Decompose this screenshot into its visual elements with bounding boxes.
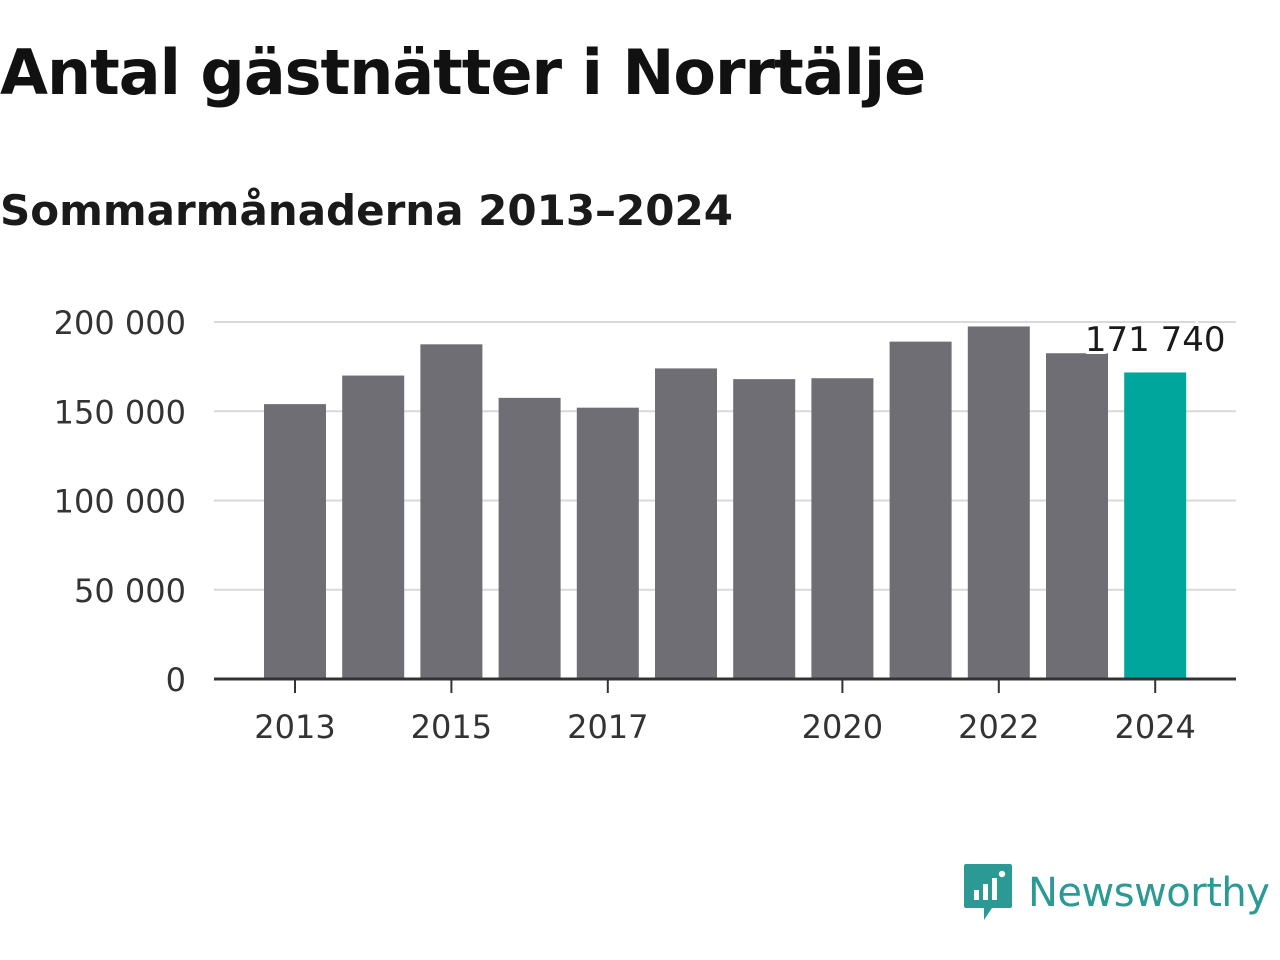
x-tick-label: 2024: [1114, 708, 1195, 746]
x-axis-ticks: 2013 2015 2017 2020 2022 2024: [254, 679, 1196, 746]
bar-2015: [420, 344, 483, 679]
annotations: 171 740: [1082, 317, 1229, 363]
value-annotation: 171 740: [1085, 320, 1226, 360]
bar-2023: [1046, 353, 1108, 679]
bar-2017: [576, 407, 639, 679]
y-tick-label: 0: [166, 661, 186, 699]
y-tick-label: 150 000: [54, 393, 186, 431]
bar-2019: [733, 379, 796, 679]
x-tick-label: 2022: [958, 708, 1039, 746]
newsworthy-logo-icon: [964, 864, 1012, 920]
y-tick-label: 200 000: [54, 304, 186, 342]
bars: [264, 326, 1187, 679]
brand-name: Newsworthy: [1028, 870, 1270, 916]
bar-2020: [811, 378, 874, 679]
bar-2013: [264, 404, 326, 679]
x-tick-label: 2020: [802, 708, 883, 746]
bar-2016: [498, 397, 561, 679]
y-axis-ticks: 0 50 000 100 000 150 000 200 000: [54, 304, 186, 699]
chart-title: Antal gästnätter i Norrtälje: [0, 36, 926, 109]
y-tick-label: 50 000: [74, 572, 186, 610]
bar-2021: [889, 341, 952, 679]
bar-2022: [967, 326, 1030, 679]
bar-2024: [1124, 372, 1187, 679]
x-tick-label: 2015: [411, 708, 492, 746]
x-tick-label: 2017: [567, 708, 648, 746]
y-tick-label: 100 000: [54, 483, 186, 521]
brand-logo: Newsworthy: [962, 862, 1270, 924]
bar-2014: [342, 375, 405, 679]
x-tick-label: 2013: [254, 708, 335, 746]
chart-subtitle: Sommarmånaderna 2013–2024: [0, 186, 733, 235]
bar-2018: [655, 368, 717, 679]
